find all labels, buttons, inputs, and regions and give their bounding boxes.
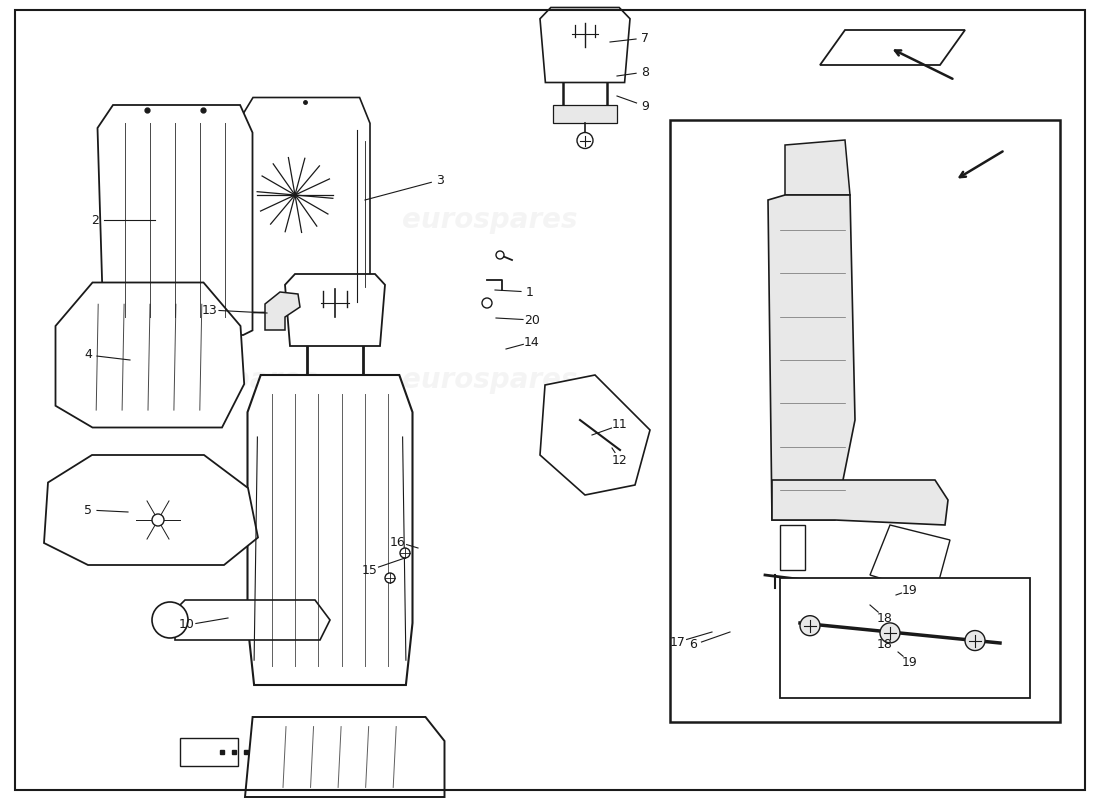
Text: 7: 7 [641,31,649,45]
Polygon shape [248,375,412,685]
Text: 3: 3 [436,174,444,186]
Polygon shape [540,7,630,82]
Text: eurospares: eurospares [403,366,578,394]
Polygon shape [780,525,805,570]
Polygon shape [245,717,444,797]
Polygon shape [240,98,370,313]
Polygon shape [98,105,253,335]
Text: 18: 18 [877,611,893,625]
Circle shape [965,630,985,650]
Text: eurospares: eurospares [142,366,318,394]
Polygon shape [285,274,385,346]
Text: 2: 2 [91,214,99,226]
Text: 1: 1 [526,286,534,298]
Polygon shape [175,600,330,640]
Text: 8: 8 [641,66,649,78]
Text: 5: 5 [84,503,92,517]
Circle shape [385,573,395,583]
Text: 18: 18 [877,638,893,651]
Text: eurospares: eurospares [403,206,578,234]
Bar [179,738,238,766]
Text: 19: 19 [902,655,917,669]
Text: 14: 14 [524,335,540,349]
Text: 4: 4 [84,349,92,362]
Circle shape [400,548,410,558]
Text: 9: 9 [641,99,649,113]
Circle shape [152,514,164,526]
Text: 12: 12 [612,454,628,466]
Text: 13: 13 [202,303,218,317]
Text: 19: 19 [902,583,917,597]
Text: eurospares: eurospares [142,206,318,234]
Circle shape [880,623,900,643]
Polygon shape [768,195,855,520]
Text: 20: 20 [524,314,540,326]
Polygon shape [785,140,850,195]
Polygon shape [870,525,950,595]
Polygon shape [55,282,244,427]
Polygon shape [265,292,300,330]
Text: 6: 6 [689,638,697,651]
Circle shape [152,602,188,638]
Circle shape [800,616,820,636]
Text: 17: 17 [670,635,686,649]
Circle shape [496,251,504,259]
Text: 10: 10 [179,618,195,631]
Text: 11: 11 [612,418,628,431]
Bar [670,120,1060,722]
Polygon shape [772,480,948,525]
Polygon shape [820,30,965,65]
Circle shape [482,298,492,308]
Polygon shape [44,455,258,565]
Polygon shape [540,375,650,495]
Bar [780,578,1030,698]
Text: 16: 16 [390,535,406,549]
Bar [553,105,617,122]
Text: 15: 15 [362,563,378,577]
Circle shape [578,133,593,149]
